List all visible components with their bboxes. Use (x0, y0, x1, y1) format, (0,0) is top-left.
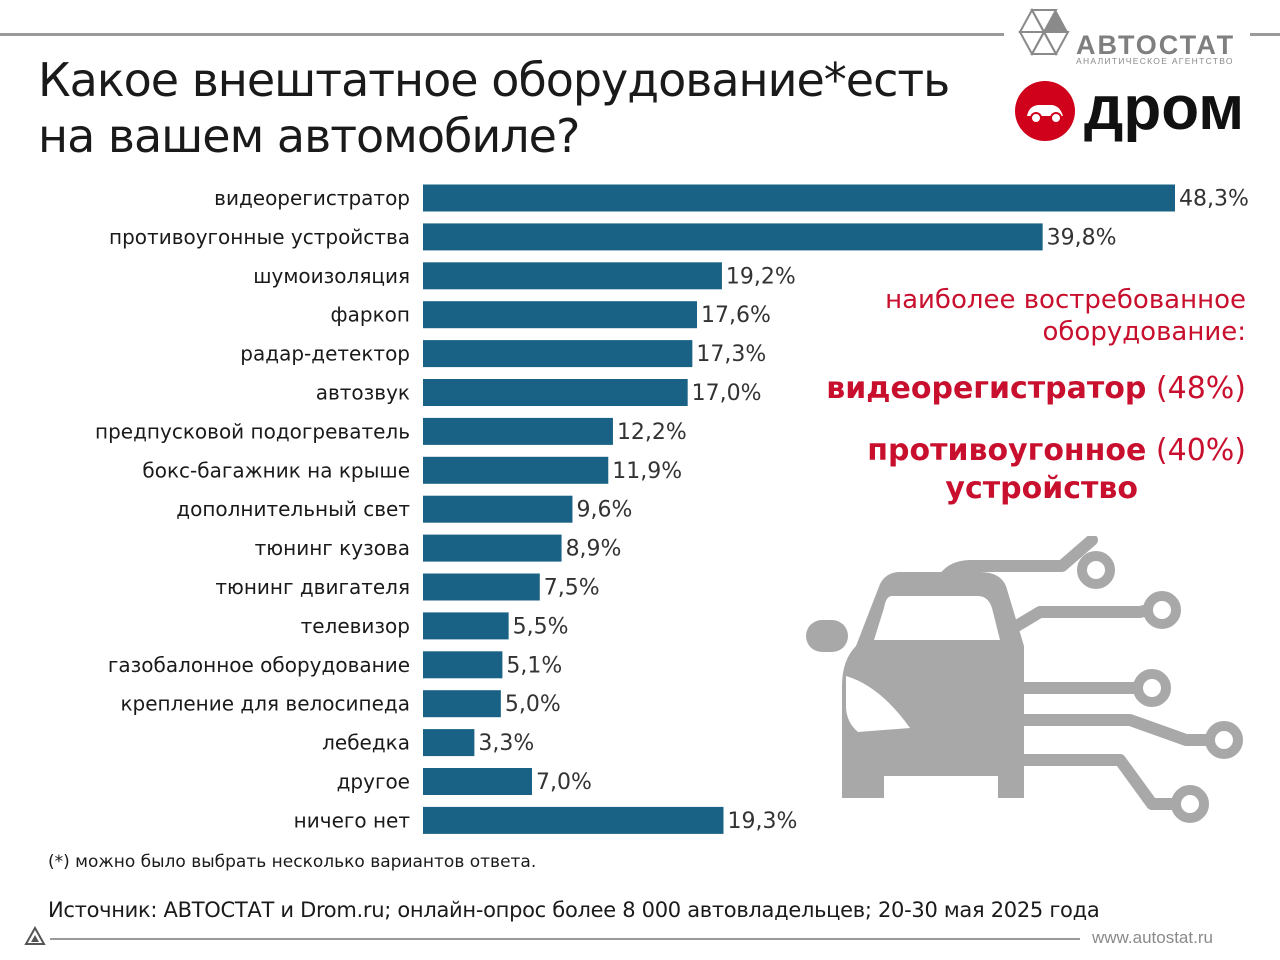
value-label: 7,5% (544, 576, 600, 601)
highlight-item-2-pct: (40%) (1155, 433, 1246, 468)
value-label: 7,0% (536, 770, 592, 795)
bar (423, 612, 509, 640)
category-label: лебедка (322, 731, 410, 755)
highlight-heading-line-1: наиболее востребованное (885, 285, 1246, 315)
bar (423, 456, 609, 484)
category-label: видеорегистратор (214, 186, 410, 210)
value-label: 17,0% (692, 381, 762, 406)
highlight-item-2: противоугонное (40%) (726, 432, 1246, 470)
source-note: Источник: АВТОСТАТ и Drom.ru; онлайн-опр… (48, 898, 1100, 922)
title-line-1: Какое внештатное оборудование*есть (38, 53, 950, 107)
bar (423, 768, 532, 795)
bar (423, 379, 688, 406)
top-divider-right (1250, 33, 1280, 36)
category-label: радар-детектор (240, 342, 410, 366)
bar (423, 806, 724, 834)
highlight-item-1: видеорегистратор (48%) (726, 370, 1246, 408)
bar (423, 184, 1175, 212)
bar (423, 729, 475, 757)
value-label: 8,9% (566, 537, 622, 562)
bar (423, 495, 573, 523)
value-label: 17,6% (701, 303, 771, 328)
connected-car-icon (806, 536, 1243, 823)
footnote: (*) можно было выбрать несколько вариант… (48, 852, 537, 872)
category-label: телевизор (301, 614, 410, 638)
value-label: 5,1% (506, 653, 562, 678)
category-label: газобалонное оборудование (108, 653, 410, 677)
bar (423, 262, 722, 290)
value-label: 5,0% (505, 692, 561, 717)
drom-logo-icon (1015, 81, 1075, 141)
bar-chart: видеорегистратор 48,3% противоугонные устр… (95, 184, 1249, 834)
value-label: 3,3% (478, 731, 534, 756)
bar (423, 573, 540, 601)
category-label: шумоизоляция (253, 264, 410, 288)
bar (423, 301, 698, 329)
value-label: 12,2% (617, 420, 687, 445)
highlight-item-1-name: видеорегистратор (826, 371, 1147, 406)
highlight-item-2b: устройство (618, 470, 1138, 508)
value-label: 9,6% (576, 498, 632, 523)
category-label: другое (337, 770, 410, 794)
category-label: автозвук (316, 381, 410, 405)
category-label: фаркоп (331, 303, 410, 327)
autostat-logo-subtitle: АНАЛИТИЧЕСКОЕ АГЕНТСТВО (1076, 56, 1234, 66)
triangle-logo-icon (24, 926, 46, 945)
value-label: 11,9% (612, 459, 682, 484)
value-label: 19,2% (726, 264, 796, 289)
title-line-2: на вашем автомобиле? (38, 109, 580, 163)
category-label: тюнинг двигателя (215, 575, 410, 599)
autostat-logo-text: АВТОСТАТ (1076, 30, 1236, 60)
highlight-heading: наиболее востребованное оборудование: (726, 284, 1246, 348)
category-label: предпусковой подогреватель (95, 419, 410, 443)
category-label: противоугонные устройства (109, 225, 410, 249)
top-divider (0, 33, 1004, 36)
page-title: Какое внештатное оборудование*есть на ва… (38, 52, 998, 164)
bar (423, 340, 693, 368)
bar (423, 690, 501, 718)
value-label: 5,5% (513, 614, 569, 639)
site-url: www.autostat.ru (1092, 928, 1213, 947)
category-label: тюнинг кузова (255, 536, 410, 560)
autostat-logo-icon (1018, 7, 1070, 57)
value-label: 19,3% (727, 809, 797, 834)
highlight-heading-line-2: оборудование: (1042, 317, 1246, 347)
value-label: 39,8% (1047, 225, 1117, 250)
category-label: дополнительный свет (176, 497, 410, 521)
highlight-item-2-name-line-2: устройство (945, 471, 1138, 506)
highlight-item-1-pct: (48%) (1155, 371, 1246, 406)
category-label: ничего нет (294, 808, 411, 832)
category-label: крепление для велосипеда (120, 692, 410, 716)
drom-logo-text: дром (1084, 74, 1245, 143)
bar (423, 534, 562, 562)
highlight-item-2-name-line-1: противоугонное (867, 433, 1147, 468)
bottom-divider (50, 938, 1080, 940)
bar (423, 417, 613, 445)
category-label: бокс-багажник на крыше (142, 458, 410, 482)
value-label: 17,3% (696, 342, 766, 367)
bar (423, 223, 1043, 251)
bar (423, 651, 503, 679)
value-label: 48,3% (1179, 187, 1249, 212)
